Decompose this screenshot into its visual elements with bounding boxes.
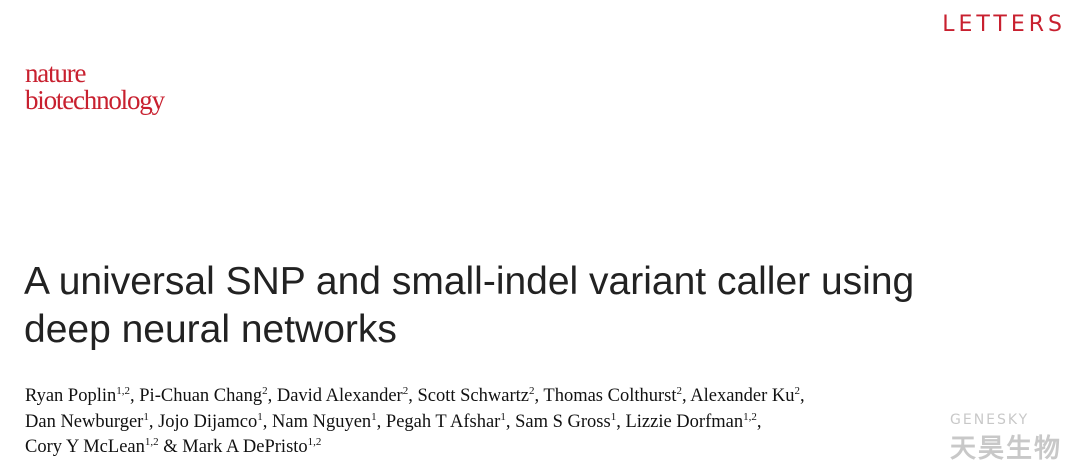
author-name: Alexander Ku (690, 386, 795, 406)
affiliation: 2 (676, 385, 683, 397)
separator: , (616, 411, 621, 432)
author: Pi-Chuan Chang2 (139, 385, 268, 407)
author: Dan Newburger1 (25, 410, 149, 432)
separator: , (408, 386, 413, 406)
affiliation: 1,2 (144, 436, 159, 448)
author-name: Nam Nguyen (272, 411, 372, 432)
author: Ryan Poplin1,2 (25, 385, 131, 407)
author-name: Scott Schwartz (417, 386, 529, 406)
author-line: Dan Newburger1, Jojo Dijamco1, Nam Nguye… (25, 410, 805, 436)
separator: , (534, 386, 540, 406)
section-label: LETTERS (942, 12, 1066, 37)
separator: , (376, 411, 382, 432)
affiliation: 1 (500, 410, 506, 423)
author-name: Pi-Chuan Chang (139, 386, 263, 406)
author-name: Lizzie Dorfman (625, 411, 744, 432)
logo-line: nature (25, 58, 86, 88)
author-name: Thomas Colthurst (543, 386, 677, 406)
separator: , (682, 386, 687, 406)
separator: , (505, 411, 511, 432)
watermark-chinese: 天昊生物 (950, 434, 1063, 464)
separator: , (756, 411, 762, 432)
affiliation: 2 (402, 385, 409, 397)
title-line: deep neural networks (24, 308, 397, 351)
affiliation: 2 (262, 385, 268, 397)
author-name: Pegah T Afshar (385, 411, 501, 432)
author-line: Ryan Poplin1,2, Pi-Chuan Chang2, David A… (25, 384, 805, 410)
author: Scott Schwartz2 (417, 385, 535, 407)
watermark: GENESKY 天昊生物 (950, 412, 1062, 465)
affiliation: 1 (257, 410, 263, 423)
author-name: Dan Newburger (25, 411, 144, 432)
author-name: Cory Y McLean (25, 437, 145, 457)
affiliation: 1 (610, 410, 617, 423)
author: Alexander Ku2 (690, 385, 801, 407)
author-name: Ryan Poplin (25, 386, 117, 406)
affiliation: 1 (143, 410, 149, 423)
author-list: Ryan Poplin1,2, Pi-Chuan Chang2, David A… (25, 384, 805, 461)
separator: & (163, 437, 178, 457)
author-name: David Alexander (276, 386, 403, 406)
author-name: Sam S Gross (515, 411, 611, 432)
logo-line: biotechnology (25, 85, 165, 115)
title-line: A universal SNP and small-indel variant … (24, 260, 915, 303)
author: Pegah T Afshar1 (385, 410, 506, 432)
journal-logo: nature biotechnology (25, 58, 165, 115)
affiliation: 1,2 (116, 385, 131, 397)
author: Sam S Gross1 (515, 410, 617, 432)
author: Mark A DePristo1,2 (182, 436, 322, 458)
affiliation: 1 (371, 410, 377, 423)
watermark-latin: GENESKY (950, 412, 1030, 428)
article-title: A universal SNP and small-indel variant … (24, 258, 914, 354)
author: Jojo Dijamco1 (158, 410, 263, 432)
author: Cory Y McLean1,2 (25, 436, 159, 458)
separator: , (262, 411, 268, 432)
author: Thomas Colthurst2 (543, 385, 683, 407)
author-line: Cory Y McLean1,2 & Mark A DePristo1,2 (25, 435, 805, 461)
separator: , (130, 386, 135, 406)
affiliation: 2 (794, 385, 801, 397)
author: Lizzie Dorfman1,2 (625, 410, 757, 432)
affiliation: 1,2 (743, 410, 757, 423)
affiliation: 1,2 (307, 436, 322, 448)
separator: , (148, 411, 154, 432)
author-name: Jojo Dijamco (158, 411, 258, 432)
author: David Alexander2 (276, 385, 409, 407)
affiliation: 2 (528, 385, 535, 397)
author-name: Mark A DePristo (182, 437, 308, 457)
separator: , (800, 386, 805, 406)
separator: , (267, 386, 273, 406)
author: Nam Nguyen1 (272, 410, 377, 432)
